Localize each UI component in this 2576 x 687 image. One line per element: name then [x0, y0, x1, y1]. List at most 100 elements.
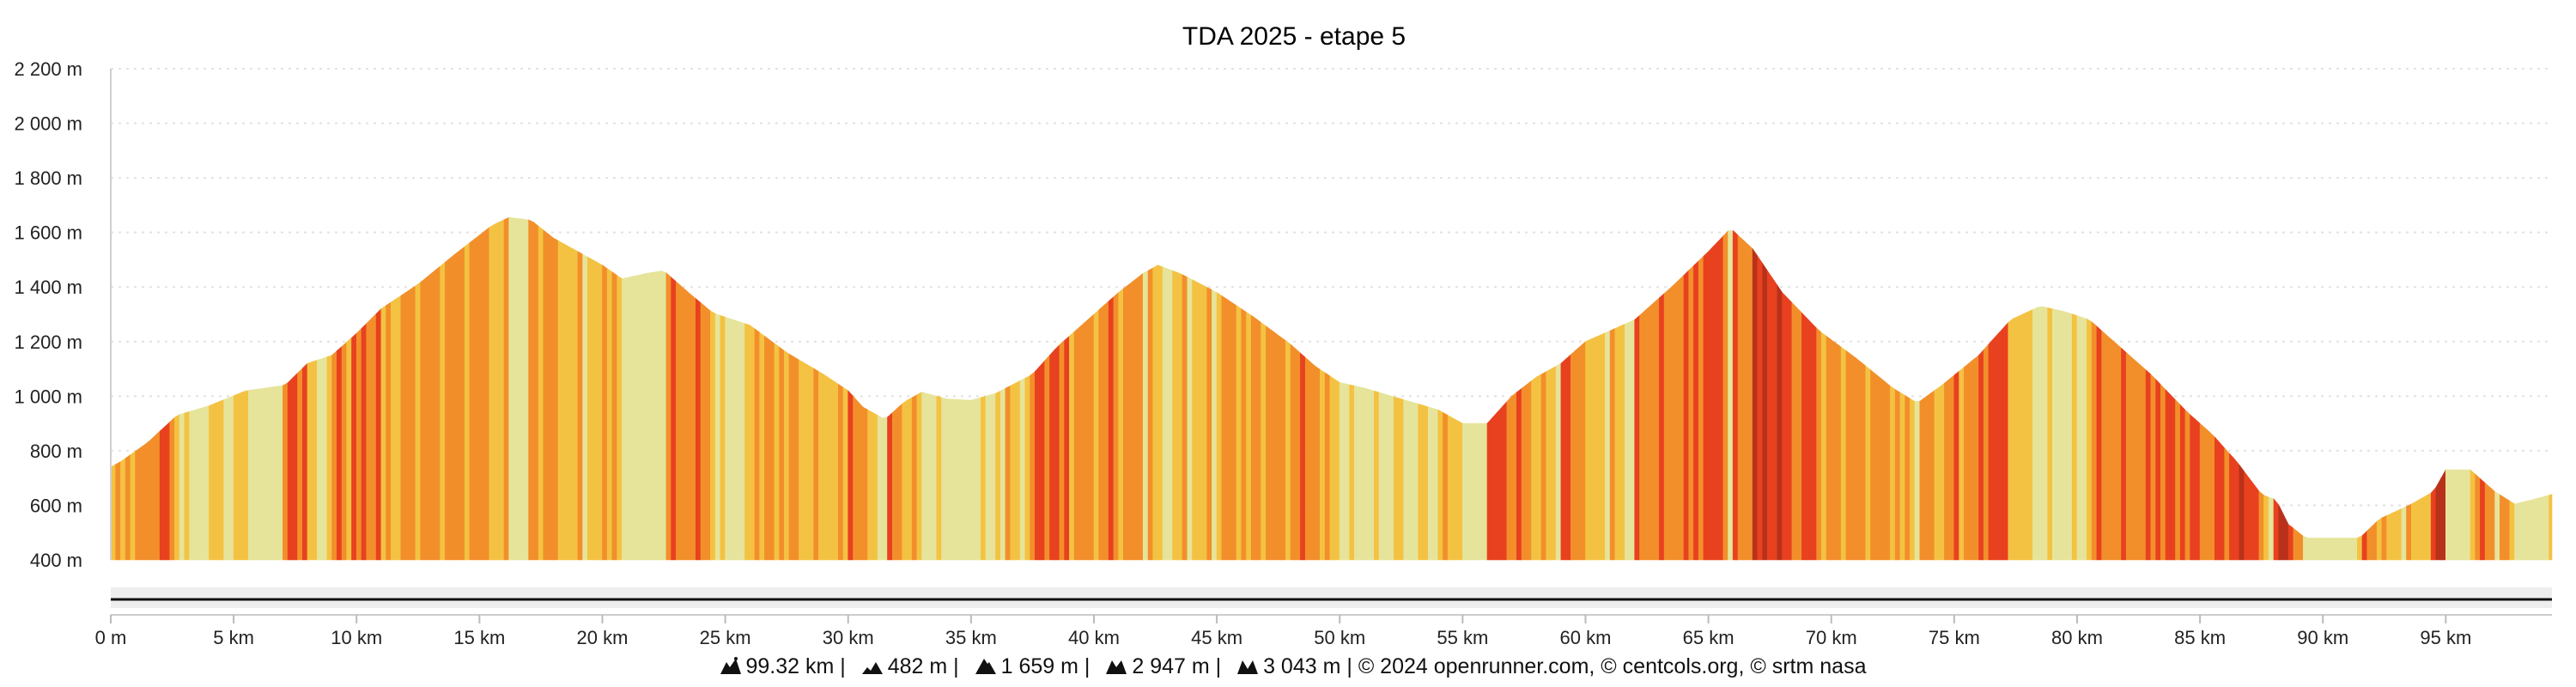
elevation-segment: [2253, 483, 2260, 561]
elevation-segment: [1742, 239, 1748, 561]
elevation-segment: [734, 319, 741, 561]
elevation-segment: [321, 356, 328, 561]
elevation-segment: [380, 305, 386, 561]
elevation-segment: [1138, 272, 1144, 561]
elevation-segment: [1497, 406, 1503, 561]
elevation-segment: [425, 273, 431, 561]
elevation-segment: [582, 253, 588, 561]
elevation-segment: [1413, 402, 1419, 561]
elevation-segment: [135, 447, 141, 561]
elevation-segment: [2406, 503, 2412, 561]
elevation-segment: [120, 458, 126, 561]
elevation-segment: [927, 392, 933, 561]
elevation-segment: [1035, 365, 1041, 561]
elevation-segment: [1280, 336, 1286, 561]
elevation-segment: [921, 392, 927, 561]
scrollbar-track[interactable]: [111, 587, 2552, 608]
elevation-segment: [410, 285, 416, 561]
elevation-segment: [1443, 411, 1449, 561]
elevation-segment: [671, 277, 677, 561]
elevation-segment: [1526, 380, 1532, 561]
elevation-segment: [887, 411, 893, 561]
elevation-segment: [1880, 377, 1886, 561]
elevation-segment: [223, 397, 229, 561]
elevation-segment: [631, 275, 637, 561]
elevation-area: [110, 216, 2553, 561]
max-altitude-value: 1 659 m: [1000, 654, 1078, 678]
elevation-segment: [2421, 495, 2427, 561]
elevation-segment: [1162, 266, 1169, 561]
elevation-segment: [1344, 383, 1350, 561]
elevation-segment: [1811, 322, 1817, 561]
elevation-segment: [1964, 362, 1970, 561]
elevation-segment: [1196, 282, 1203, 561]
elevation-segment: [1103, 301, 1109, 561]
elevation-segment: [985, 394, 992, 561]
elevation-segment: [2111, 338, 2117, 561]
elevation-segment: [2233, 458, 2240, 561]
elevation-segment: [228, 395, 234, 561]
x-axis-scrollbar[interactable]: [111, 587, 2552, 608]
elevation-segment: [1059, 339, 1065, 561]
elevation-segment: [1030, 371, 1036, 561]
elevation-segment: [2332, 538, 2338, 561]
elevation-segment: [1212, 289, 1218, 561]
elevation-segment: [2464, 469, 2471, 561]
elevation-segment: [1919, 397, 1925, 561]
elevation-segment: [2179, 404, 2186, 561]
elevation-segment: [656, 271, 662, 561]
elevation-segment: [665, 272, 671, 561]
elevation-segment: [2160, 384, 2166, 561]
elevation-segment: [2430, 486, 2437, 561]
elevation-segment: [916, 392, 922, 561]
elevation-segment: [739, 321, 745, 561]
elevation-segment: [1069, 331, 1075, 561]
elevation-segment: [651, 271, 657, 561]
elevation-segment: [2287, 524, 2294, 561]
elevation-segment: [2249, 477, 2255, 561]
elevation-segment: [283, 382, 289, 561]
elevation-segment: [1752, 247, 1759, 561]
elevation-segment: [1167, 268, 1173, 561]
elevation-segment: [1639, 310, 1645, 561]
elevation-segment: [1246, 311, 1252, 561]
elevation-segment: [1221, 295, 1227, 561]
elevation-segment: [1118, 288, 1124, 561]
elevation-segment: [292, 372, 298, 561]
elevation-segment: [1998, 327, 2004, 561]
elevation-segment: [837, 383, 844, 561]
elevation-segment: [2190, 414, 2196, 561]
elevation-segment: [1555, 362, 1562, 561]
elevation-segment: [1708, 246, 1714, 561]
elevation-segment: [1093, 309, 1099, 561]
elevation-segment: [140, 443, 146, 561]
elevation-segment: [1374, 390, 1380, 561]
elevation-segment: [907, 397, 913, 561]
elevation-segment: [1177, 271, 1183, 561]
elevation-segment: [272, 386, 278, 561]
elevation-segment: [1801, 312, 1807, 561]
elevation-loss-icon: [1237, 660, 1259, 674]
elevation-segment: [1565, 354, 1571, 561]
elevation-segment: [2081, 317, 2087, 561]
elevation-segment: [779, 346, 785, 561]
elevation-segment: [1516, 387, 1522, 561]
elevation-segment: [2484, 482, 2491, 561]
elevation-segment: [646, 272, 653, 561]
x-tick-label: 95 km: [2420, 627, 2471, 648]
elevation-segment: [636, 274, 642, 561]
elevation-segment: [1929, 390, 1935, 561]
elevation-segment: [1826, 335, 1832, 561]
x-tick-label: 80 km: [2051, 627, 2103, 648]
elevation-segment: [2500, 494, 2506, 561]
elevation-segment: [2293, 527, 2299, 561]
elevation-segment: [1840, 346, 1847, 561]
elevation-segment: [2018, 313, 2024, 561]
elevation-segment: [2067, 312, 2073, 561]
elevation-segment: [252, 388, 259, 561]
elevation-segment: [2357, 535, 2363, 561]
elevation-segment: [759, 331, 765, 561]
elevation-segment: [1270, 329, 1277, 561]
elevation-segment: [247, 389, 254, 561]
elevation-segment: [523, 218, 529, 561]
